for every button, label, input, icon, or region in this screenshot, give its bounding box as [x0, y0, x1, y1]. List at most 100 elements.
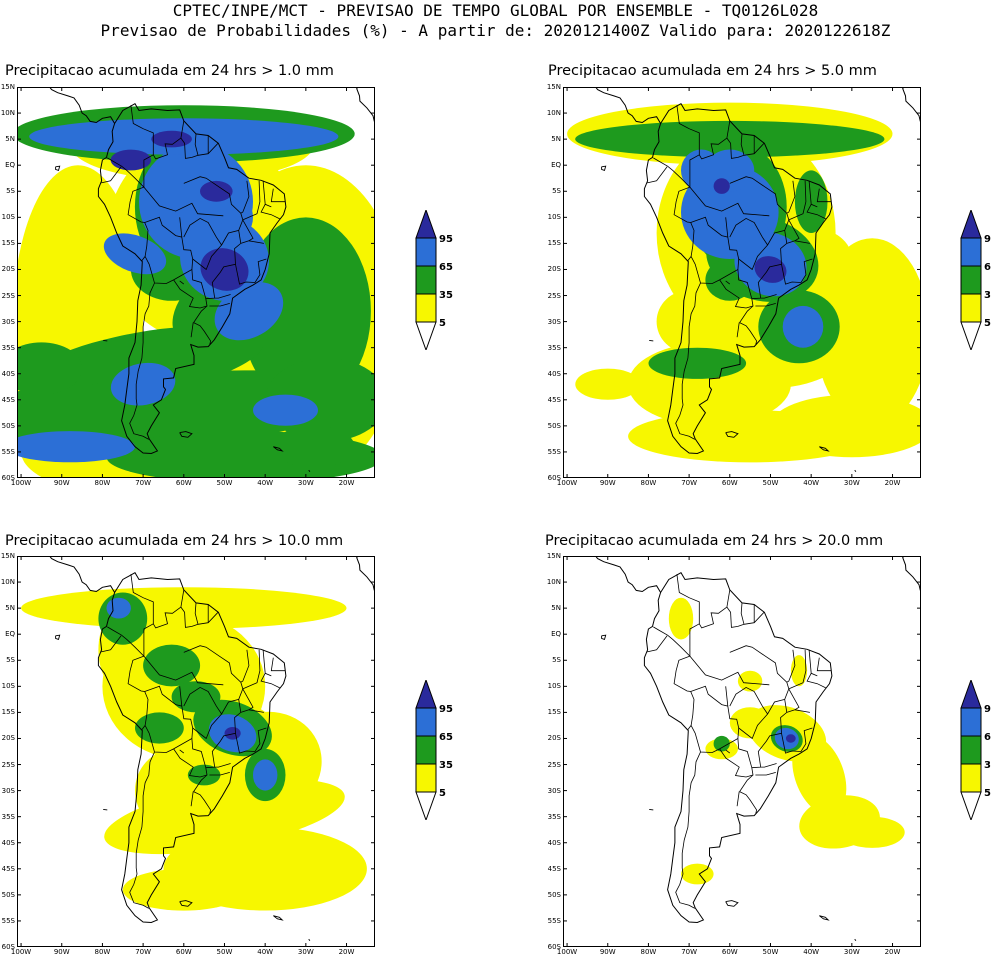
coastline-south-america	[643, 572, 833, 924]
legend-triangle-low	[960, 321, 982, 352]
country-border	[179, 749, 185, 754]
latitude-label: 10N	[0, 109, 15, 118]
legend-segment-green	[960, 265, 982, 295]
probability-area-yellow	[681, 863, 714, 885]
longitude-label: 80W	[640, 479, 657, 487]
island-outline	[725, 431, 739, 438]
country-border	[698, 606, 728, 629]
probability-map	[17, 87, 375, 478]
island-outline	[179, 900, 193, 907]
latitude-label: 20S	[547, 734, 561, 743]
probability-area-green	[240, 217, 371, 405]
probability-area-yellow	[104, 779, 345, 855]
country-border	[240, 649, 250, 683]
country-border	[690, 685, 740, 753]
country-border	[242, 649, 261, 690]
longitude-label: 60W	[721, 479, 738, 487]
latitude-label: 15S	[547, 239, 561, 248]
probability-area-high	[785, 734, 796, 743]
country-border	[788, 180, 807, 221]
country-border	[755, 303, 776, 307]
country-border	[675, 282, 701, 440]
latitude-label: 5N	[551, 135, 561, 144]
country-border	[270, 188, 286, 203]
longitude-label: 90W	[53, 479, 70, 487]
coastline-segment	[902, 556, 921, 593]
latitude-label: 15S	[1, 708, 15, 717]
legend-colorbar: 95 65 35 5	[412, 678, 472, 822]
country-border	[794, 240, 810, 244]
country-border	[205, 230, 242, 300]
latitude-label: 30S	[547, 317, 561, 326]
legend-triangle-high	[960, 678, 982, 709]
coastline-segment	[356, 556, 375, 593]
country-border	[675, 751, 701, 909]
country-border	[729, 176, 790, 271]
longitude-label: 100W	[10, 948, 32, 956]
panel-title: Precipitacao acumulada em 24 hrs > 5.0 m…	[548, 63, 877, 79]
longitude-label: 100W	[556, 948, 578, 956]
probability-area-green	[648, 347, 747, 379]
country-border	[143, 186, 224, 217]
country-border	[101, 166, 122, 184]
country-border	[240, 688, 254, 713]
longitude-label: 80W	[94, 948, 111, 956]
latitude-label: 5N	[5, 135, 15, 144]
latitude-label: 10S	[547, 213, 561, 222]
probability-map	[17, 556, 375, 947]
country-border	[740, 133, 745, 156]
country-border	[248, 240, 264, 244]
latitude-label: EQ	[5, 161, 15, 170]
probability-area-blue	[110, 362, 176, 406]
latitude-label: EQ	[551, 630, 561, 639]
latitude-label: 5N	[5, 604, 15, 613]
coastline-south-america	[643, 103, 833, 455]
legend-segment-green	[415, 735, 437, 765]
country-border	[719, 269, 754, 309]
country-border	[152, 137, 182, 160]
country-border	[270, 657, 286, 672]
island-outline	[179, 431, 193, 438]
country-border	[725, 280, 731, 285]
longitude-label: 70W	[135, 479, 152, 487]
country-border	[240, 180, 250, 214]
probability-area-yellow	[792, 734, 847, 816]
island-outline	[649, 808, 654, 811]
latitude-label: 50S	[547, 421, 561, 430]
country-border	[808, 649, 818, 677]
latitude-label: 45S	[1, 395, 15, 404]
country-border	[786, 649, 796, 683]
island-outline	[601, 165, 607, 171]
latitude-label: 30S	[1, 786, 15, 795]
latitude-label: 15N	[546, 552, 561, 560]
country-border	[144, 685, 194, 753]
longitude-label: 30W	[297, 948, 314, 956]
country-border	[808, 180, 818, 208]
island-outline	[601, 634, 607, 640]
country-border	[751, 699, 788, 769]
country-border	[107, 105, 154, 189]
coastline-south-america	[97, 103, 287, 455]
legend-label: 95	[984, 234, 991, 245]
island-outline	[725, 900, 739, 907]
latitude-label: 45S	[1, 864, 15, 873]
latitude-label: 15S	[547, 708, 561, 717]
legend-label: 65	[984, 262, 991, 273]
longitude-label: 70W	[681, 479, 698, 487]
legend-label: 5	[984, 788, 991, 799]
country-border	[781, 258, 813, 285]
legend-label: 35	[439, 760, 453, 771]
latitude-label: 50S	[547, 890, 561, 899]
probability-area-green	[273, 425, 355, 468]
island-outline	[103, 808, 108, 811]
country-border	[180, 120, 219, 159]
map-svg	[563, 87, 921, 478]
country-border	[736, 791, 740, 807]
longitude-label: 20W	[338, 948, 355, 956]
longitude-label: 30W	[297, 479, 314, 487]
coastline-south-america	[97, 572, 287, 924]
legend-label: 35	[439, 290, 453, 301]
longitude-label: 70W	[135, 948, 152, 956]
latitude-label: 60S	[1, 474, 15, 482]
longitude-label: 100W	[10, 479, 32, 487]
